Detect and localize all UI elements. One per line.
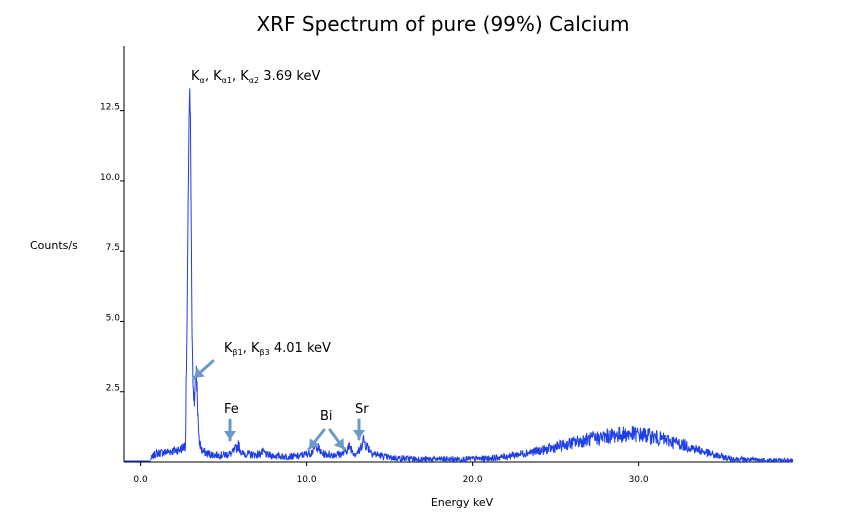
chart-title: XRF Spectrum of pure (99%) Calcium <box>256 12 629 36</box>
x-tick-label: 30.0 <box>629 475 649 485</box>
fe-arrow <box>224 418 236 442</box>
y-tick-label: 7.5 <box>106 243 120 253</box>
sr-arrow <box>353 418 365 441</box>
k-beta-label: Kβ1, Kβ3 4.01 keV <box>224 341 331 357</box>
y-tick-label: 5.0 <box>106 313 121 323</box>
x-tick-label: 20.0 <box>463 475 483 485</box>
y-axis-label: Counts/s <box>30 239 78 252</box>
y-tick-label: 10.0 <box>100 173 120 183</box>
plot-frame <box>123 46 793 463</box>
x-tick-label: 0.0 <box>133 475 148 485</box>
fe-label: Fe <box>224 402 239 417</box>
x-tick-label: 10.0 <box>297 475 317 485</box>
x-axis-label: Energy keV <box>431 496 494 509</box>
k-beta-arrow <box>192 359 215 380</box>
bi-label: Bi <box>320 409 333 424</box>
y-tick-label: 12.5 <box>100 103 120 113</box>
k-alpha-label: Kα, Kα1, Kα2 3.69 keV <box>191 69 320 85</box>
sr-label: Sr <box>355 402 369 417</box>
spectrum-line <box>150 88 794 464</box>
y-tick-label: 2.5 <box>106 384 120 394</box>
bi-arrow-left <box>307 428 326 451</box>
bi-arrow-right <box>328 428 346 451</box>
